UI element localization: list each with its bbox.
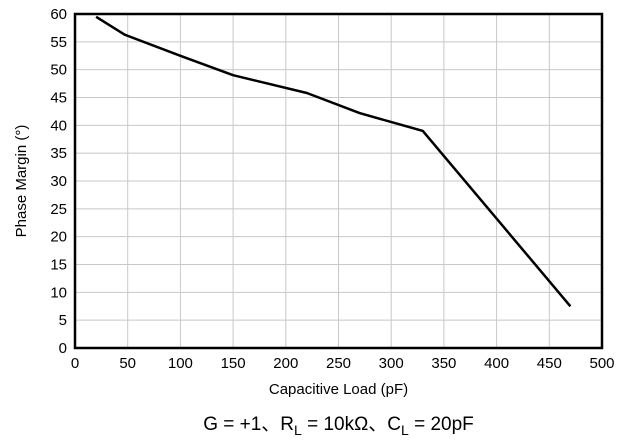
plot-frame [73, 12, 604, 350]
x-tick-label: 100 [168, 355, 193, 372]
x-tick-label: 250 [326, 355, 351, 372]
y-tick-label: 0 [59, 340, 67, 357]
x-tick-label: 0 [71, 355, 79, 372]
y-tick-label: 60 [50, 6, 67, 23]
x-tick-label: 450 [537, 355, 562, 372]
y-tick-label: 20 [50, 229, 67, 246]
condition-part-3: = 20pF [409, 414, 474, 435]
x-tick-label: 200 [273, 355, 298, 372]
condition-sub-2: L [401, 422, 409, 438]
y-tick-label: 25 [50, 201, 67, 218]
condition-part-1: G = +1、R [203, 414, 294, 435]
grid [75, 14, 602, 348]
phase-margin-line [95, 15, 572, 308]
condition-sub-1: L [294, 422, 302, 438]
data-series [95, 15, 572, 308]
x-tick-label: 400 [484, 355, 509, 372]
x-tick-label: 50 [119, 355, 136, 372]
y-tick-label: 50 [50, 62, 67, 79]
y-tick-label: 15 [50, 257, 67, 274]
tick-labels: 0 50 100 150 200 250 300 350 400 450 500 0 5 10 15 20 25… [50, 6, 614, 372]
test-condition: G = +1、RL = 10kΩ、CL = 20pF [203, 414, 474, 438]
y-tick-label: 10 [50, 284, 67, 301]
x-tick-label: 350 [431, 355, 456, 372]
x-tick-label: 500 [589, 355, 614, 372]
y-tick-label: 40 [50, 117, 67, 134]
y-tick-label: 45 [50, 90, 67, 107]
x-axis-label: Capacitive Load (pF) [269, 381, 408, 398]
x-tick-label: 150 [221, 355, 246, 372]
y-tick-label: 55 [50, 34, 67, 51]
y-tick-label: 5 [59, 312, 67, 329]
x-tick-label: 300 [379, 355, 404, 372]
condition-part-2: = 10kΩ、C [302, 414, 401, 435]
y-axis-label: Phase Margin (°) [13, 125, 30, 238]
y-tick-label: 30 [50, 173, 67, 190]
y-tick-label: 35 [50, 145, 67, 162]
